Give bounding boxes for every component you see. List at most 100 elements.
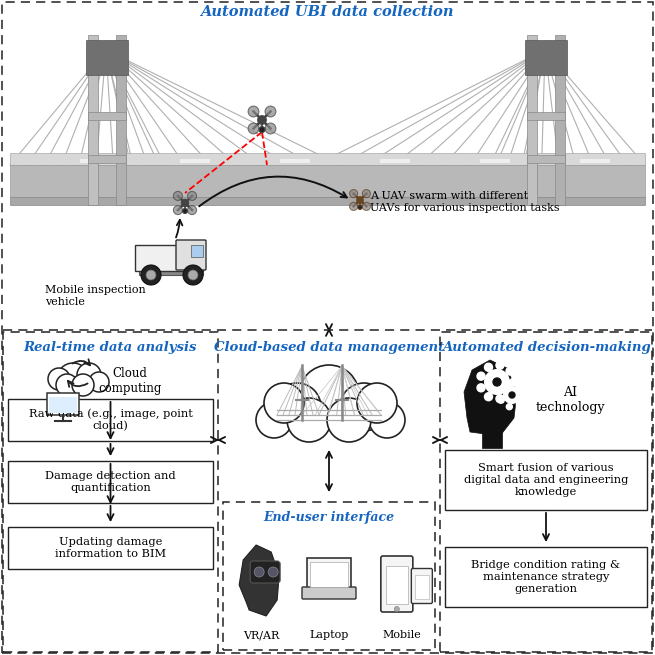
Circle shape [248, 123, 259, 134]
Text: VR/AR: VR/AR [243, 630, 279, 640]
Circle shape [141, 265, 161, 285]
Polygon shape [464, 360, 517, 436]
Bar [445, 547, 647, 607]
Bar [191, 245, 203, 257]
Circle shape [477, 384, 485, 392]
Text: Cloud
computing: Cloud computing [98, 367, 162, 395]
FancyBboxPatch shape [381, 556, 413, 612]
Circle shape [517, 402, 523, 407]
Bar [307, 558, 351, 590]
Circle shape [265, 106, 276, 117]
Circle shape [506, 403, 512, 409]
Circle shape [509, 392, 515, 398]
Circle shape [268, 567, 278, 577]
Circle shape [77, 363, 101, 387]
Bar [10, 197, 645, 205]
Circle shape [498, 387, 504, 393]
Circle shape [358, 205, 362, 210]
Circle shape [503, 386, 521, 404]
Circle shape [506, 367, 514, 375]
Circle shape [510, 378, 518, 386]
Circle shape [299, 365, 359, 425]
Bar [415, 575, 429, 599]
Text: Automated decision-making: Automated decision-making [441, 341, 650, 354]
Bar [116, 35, 126, 205]
FancyBboxPatch shape [250, 561, 280, 583]
Circle shape [362, 202, 371, 210]
Circle shape [174, 191, 183, 200]
Circle shape [264, 383, 304, 423]
Circle shape [56, 374, 78, 396]
Circle shape [506, 389, 514, 397]
FancyBboxPatch shape [302, 587, 356, 599]
Bar [88, 35, 98, 205]
Circle shape [477, 372, 485, 380]
Circle shape [146, 270, 156, 280]
Circle shape [258, 116, 266, 124]
Circle shape [181, 200, 189, 206]
Text: Mobile: Mobile [383, 630, 421, 640]
Bar [135, 245, 203, 271]
Circle shape [72, 374, 94, 396]
Bar [10, 165, 645, 197]
Bar [3, 3, 652, 330]
Text: A UAV swarm with different
UAVs for various inspection tasks: A UAV swarm with different UAVs for vari… [370, 191, 559, 213]
Bar [88, 155, 126, 162]
Circle shape [485, 393, 493, 401]
Circle shape [350, 202, 358, 210]
Bar [139, 267, 203, 275]
Bar [223, 502, 435, 650]
Text: Automated UBI data collection: Automated UBI data collection [200, 5, 454, 19]
Text: Damage detection and
quantification: Damage detection and quantification [45, 471, 176, 493]
Circle shape [256, 402, 292, 438]
Polygon shape [239, 545, 279, 616]
Circle shape [287, 398, 331, 442]
Text: Smart fusion of various
digital data and engineering
knowledge: Smart fusion of various digital data and… [464, 463, 628, 496]
Circle shape [254, 567, 264, 577]
Bar [310, 562, 348, 587]
Bar [8, 399, 213, 441]
Circle shape [485, 364, 493, 371]
Text: End-user interface: End-user interface [263, 511, 394, 524]
Circle shape [517, 383, 523, 388]
Bar [8, 527, 213, 569]
Bar [527, 35, 537, 205]
Circle shape [506, 381, 512, 386]
Circle shape [369, 402, 405, 438]
Circle shape [174, 206, 183, 215]
Bar [49, 397, 77, 413]
Bar [445, 450, 647, 510]
Text: Real-time data analysis: Real-time data analysis [24, 341, 197, 354]
Circle shape [496, 395, 504, 403]
Bar [280, 159, 310, 163]
Text: Updating damage
information to BIM: Updating damage information to BIM [55, 537, 166, 559]
Circle shape [57, 363, 89, 395]
Circle shape [187, 206, 196, 215]
Bar [88, 112, 126, 120]
Circle shape [350, 189, 358, 198]
Text: Mobile inspection
vehicle: Mobile inspection vehicle [45, 285, 146, 307]
Bar [180, 159, 210, 163]
FancyBboxPatch shape [176, 240, 206, 270]
Bar [440, 332, 652, 652]
Circle shape [89, 372, 109, 392]
Circle shape [357, 383, 397, 423]
Bar [3, 332, 218, 652]
Bar [86, 40, 128, 75]
Circle shape [273, 383, 321, 431]
Text: Raw data (e.g., image, point
cloud): Raw data (e.g., image, point cloud) [29, 409, 193, 431]
Bar [525, 40, 567, 75]
Bar [8, 461, 213, 503]
Circle shape [498, 397, 504, 403]
Circle shape [521, 392, 527, 398]
Text: Bridge condition rating &
maintenance strategy
generation: Bridge condition rating & maintenance st… [472, 561, 620, 593]
Circle shape [484, 369, 510, 395]
Circle shape [183, 265, 203, 285]
Circle shape [394, 607, 400, 612]
Bar [380, 159, 410, 163]
Circle shape [248, 106, 259, 117]
Circle shape [265, 123, 276, 134]
Circle shape [183, 208, 187, 214]
Text: Cloud-based data management: Cloud-based data management [214, 341, 444, 354]
Bar [527, 112, 565, 120]
